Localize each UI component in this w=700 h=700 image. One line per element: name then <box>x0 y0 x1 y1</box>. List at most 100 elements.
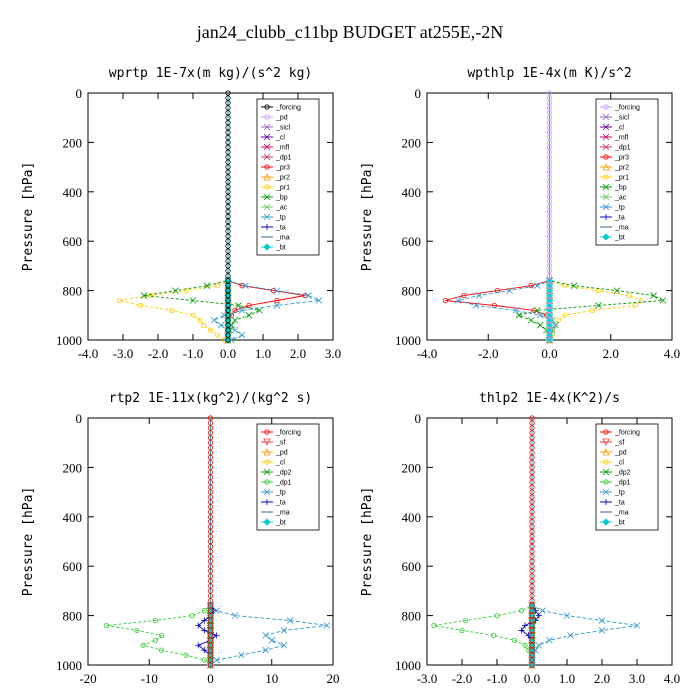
data-point <box>183 287 189 294</box>
x-tick-label: 3.0 <box>629 671 645 686</box>
zero-marker <box>207 543 214 550</box>
zero-marker <box>546 302 553 309</box>
data-point <box>273 287 281 294</box>
y-tick-label: 0 <box>415 411 422 426</box>
data-point <box>475 292 483 299</box>
zero-marker <box>225 322 231 328</box>
data-point <box>189 297 197 304</box>
x-tick-label: -3.0 <box>113 346 134 361</box>
zero-marker <box>225 164 231 170</box>
zero-marker <box>546 332 553 338</box>
x-tick-label: 0.0 <box>524 671 540 686</box>
data-point <box>454 297 461 304</box>
zero-marker <box>546 95 553 101</box>
zero-marker <box>529 598 535 604</box>
x-tick-label: 4.0 <box>664 671 680 686</box>
data-point <box>140 642 146 648</box>
panel-4: thlp2 1E-4x(K^2)/s Pressure [hPa] 0 200 400 6… <box>360 391 680 686</box>
x-tick-label: -1.0 <box>487 671 508 686</box>
legend-marker <box>263 448 271 456</box>
legend-marker <box>602 113 610 121</box>
zero-marker <box>225 283 231 289</box>
zero-marker <box>546 139 553 145</box>
series-line-ta <box>520 418 540 665</box>
zero-marker <box>546 253 553 259</box>
x-tick-label: 2.0 <box>290 346 306 361</box>
y-tick-label: 0 <box>76 411 83 426</box>
zero-marker <box>529 509 535 515</box>
zero-marker <box>207 504 214 510</box>
legend-marker <box>263 468 271 476</box>
zero-marker <box>546 154 553 160</box>
data-point <box>302 292 308 299</box>
data-point <box>231 612 239 619</box>
zero-marker <box>225 337 231 343</box>
legend-box <box>595 98 659 246</box>
legend-marker <box>263 143 271 151</box>
zero-marker <box>546 159 553 165</box>
legend-label: _mfl <box>614 135 629 142</box>
zero-marker <box>529 425 535 431</box>
zero-marker <box>529 489 535 495</box>
data-point <box>613 287 621 294</box>
zero-marker <box>529 479 535 485</box>
legend-marker <box>603 459 609 465</box>
legend-marker <box>603 429 609 435</box>
data-point <box>626 292 632 299</box>
zero-marker <box>546 194 553 200</box>
data-point <box>273 302 281 309</box>
zero-marker <box>225 179 231 185</box>
data-point <box>528 283 534 289</box>
data-point <box>200 322 207 328</box>
zero-marker <box>225 134 231 141</box>
legend-marker <box>263 438 271 446</box>
zero-marker <box>529 474 535 480</box>
legend-marker <box>263 518 271 526</box>
zero-marker <box>546 208 553 215</box>
y-axis-label: Pressure [hPa] <box>21 487 36 597</box>
legend-marker <box>264 104 270 110</box>
zero-marker <box>529 435 535 441</box>
zero-marker <box>225 238 231 244</box>
y-tick-label: 200 <box>63 460 83 475</box>
zero-marker <box>207 494 214 500</box>
zero-marker <box>529 484 535 490</box>
zero-profile <box>207 415 214 668</box>
zero-marker <box>207 617 214 624</box>
data-point <box>490 632 497 638</box>
data-point <box>262 646 269 654</box>
legend-marker <box>602 488 610 496</box>
legend-marker <box>602 448 610 456</box>
zero-marker <box>529 430 535 436</box>
data-point <box>201 657 207 663</box>
legend-label: _ma <box>275 235 290 242</box>
series-line-tp <box>457 93 557 340</box>
legend-marker <box>603 104 609 110</box>
data-point <box>567 632 574 639</box>
data-point <box>274 297 280 304</box>
legend-label: _ma <box>275 510 290 517</box>
zero-profile <box>225 90 231 343</box>
legend-label: _dp2 <box>614 470 631 477</box>
zero-marker <box>207 533 214 540</box>
data-point <box>210 316 218 324</box>
legend-label: _bt <box>614 235 625 242</box>
zero-marker <box>225 307 231 313</box>
y-tick-label: 400 <box>63 185 83 200</box>
legend-label: _pr3 <box>275 165 290 172</box>
zero-marker <box>207 435 214 441</box>
zero-marker <box>225 120 231 126</box>
zero-marker <box>225 95 231 101</box>
zero-marker <box>207 454 214 461</box>
zero-marker <box>225 129 231 136</box>
data-point <box>315 297 323 304</box>
zero-marker <box>546 263 553 269</box>
zero-marker <box>225 110 231 116</box>
legend-label: _sf <box>614 440 624 447</box>
series-line-tp <box>213 93 321 341</box>
legend-marker <box>263 153 271 161</box>
zero-marker <box>529 420 535 426</box>
zero-marker <box>225 159 231 165</box>
plot-frame <box>87 92 334 341</box>
zero-marker <box>225 327 231 333</box>
